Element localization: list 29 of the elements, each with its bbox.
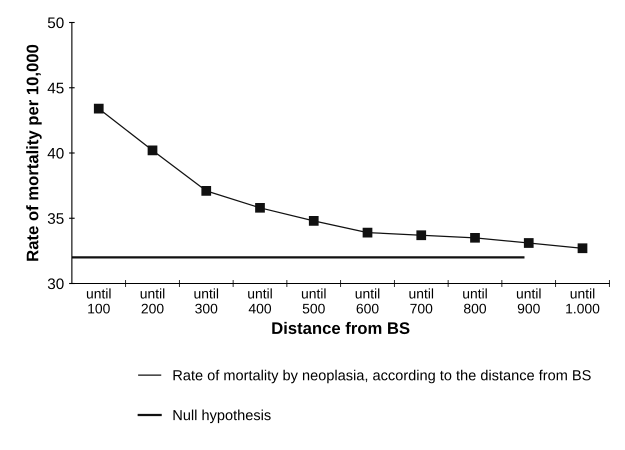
y-tick-label: 45 bbox=[48, 82, 64, 94]
point bbox=[308, 216, 319, 226]
point bbox=[470, 232, 480, 243]
x-tick-label: until 800 bbox=[463, 288, 487, 314]
point bbox=[94, 104, 104, 114]
y-tick-label: 40 bbox=[48, 148, 64, 159]
y-tick-label: 35 bbox=[48, 213, 64, 224]
x-tick-label: until 900 bbox=[516, 288, 541, 314]
point bbox=[362, 228, 372, 238]
legend-label: Rate of mortality by neoplasia, according to the distance from BS bbox=[173, 370, 591, 384]
y-tick-label: 50 bbox=[48, 17, 64, 28]
x-tick-label: until 700 bbox=[409, 288, 434, 314]
x-tick-label: until 400 bbox=[248, 288, 272, 314]
y-tick-label: 30 bbox=[48, 278, 64, 290]
x-tick-label: until 500 bbox=[302, 288, 326, 314]
x-tick-label: until 600 bbox=[356, 288, 380, 314]
y-axis-title: Rate of mortality per 10,000 bbox=[26, 44, 42, 261]
point bbox=[201, 186, 212, 196]
point bbox=[416, 230, 426, 240]
x-tick-label: until 300 bbox=[194, 288, 218, 314]
legend-label: Null hypothesis bbox=[173, 410, 271, 424]
point bbox=[255, 202, 265, 213]
x-tick-label: until 100 bbox=[86, 288, 111, 314]
point bbox=[148, 146, 158, 156]
x-tick-label: until 1.000 bbox=[566, 288, 600, 314]
x-tick-label: until 200 bbox=[140, 288, 164, 314]
point bbox=[524, 238, 534, 248]
x-axis-title: Distance from BS bbox=[272, 322, 410, 334]
point bbox=[578, 243, 588, 254]
